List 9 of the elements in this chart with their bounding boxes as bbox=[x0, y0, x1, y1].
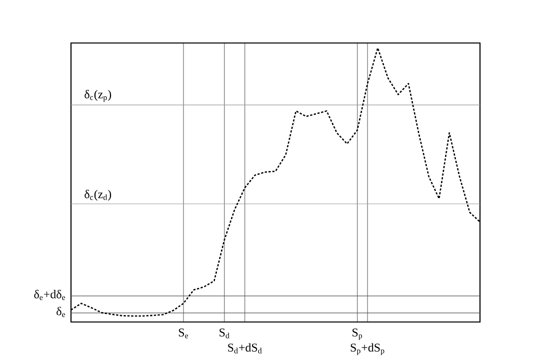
x-tick-label: S$_{d}$ bbox=[220, 328, 230, 338]
ref-line-label: δ$_{e}$ bbox=[56, 306, 66, 318]
ref-line-label: δ$_{c}$(z$_{p}$) bbox=[84, 90, 112, 102]
x-tick-label: S$_{e}$ bbox=[178, 328, 188, 338]
x-tick-label: S$_{p}$+dS$_{p}$ bbox=[350, 343, 384, 356]
x-tick-label: S$_{p}$ bbox=[352, 328, 362, 340]
ref-line-label: δ$_{e}$+dδ$_{e}$ bbox=[34, 290, 66, 300]
x-tick-label: S$_{d}$+dS$_{d}$ bbox=[228, 343, 262, 354]
ref-line-label: δ$_{c}$(z$_{d}$) bbox=[84, 190, 112, 201]
